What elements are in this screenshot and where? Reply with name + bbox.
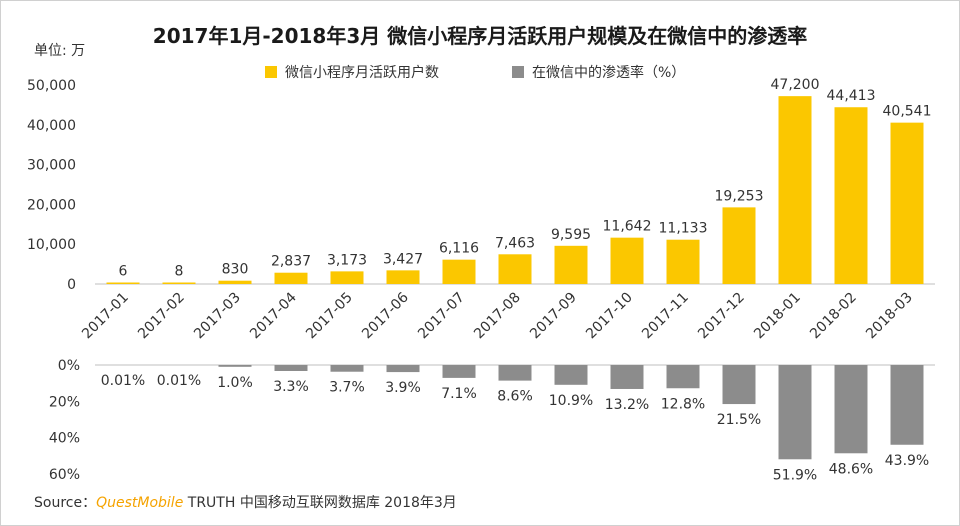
penetration-bar [330, 365, 364, 372]
mau-data-label: 7,463 [495, 235, 535, 251]
mau-bar [330, 271, 364, 284]
x-category-label: 2017-12 [695, 290, 748, 343]
penetration-data-label: 0.01% [157, 373, 201, 389]
x-category-label: 2017-08 [471, 290, 524, 343]
bottom-y-tick-label: 40% [49, 431, 80, 447]
bottom-y-tick-label: 60% [49, 467, 80, 483]
top-y-tick-label: 10,000 [27, 237, 76, 253]
penetration-data-label: 13.2% [605, 397, 649, 413]
x-category-label: 2017-11 [639, 290, 692, 343]
mau-data-label: 9,595 [551, 227, 591, 243]
mau-data-label: 47,200 [771, 77, 820, 93]
mau-bar [498, 254, 532, 284]
x-category-label: 2017-09 [527, 290, 580, 343]
mau-data-label: 11,642 [603, 219, 652, 235]
legend-swatch-mau [265, 66, 277, 78]
x-category-label: 2017-04 [247, 289, 300, 342]
legend: 微信小程序月活跃用户数 在微信中的渗透率（%） [0, 62, 960, 82]
mau-data-label: 3,427 [383, 251, 423, 267]
penetration-data-label: 1.0% [217, 375, 253, 391]
penetration-data-label: 0.01% [101, 373, 145, 389]
penetration-bar [498, 365, 532, 381]
chart-title: 2017年1月-2018年3月 微信小程序月活跃用户规模及在微信中的渗透率 [152, 24, 808, 48]
mau-data-label: 11,133 [659, 221, 708, 237]
penetration-bar [834, 365, 868, 454]
penetration-bar [274, 365, 308, 371]
source-prefix: Source： [34, 495, 97, 511]
penetration-data-label: 3.9% [385, 380, 421, 396]
mau-bar [442, 259, 476, 284]
penetration-bar [554, 365, 588, 385]
mau-data-label: 44,413 [827, 88, 876, 104]
source-note: Source：QuestMobile TRUTH 中国移动互联网数据库 2018… [34, 492, 457, 512]
bottom-y-tick-label: 20% [49, 394, 80, 410]
penetration-data-label: 7.1% [441, 386, 477, 402]
legend-label-mau: 微信小程序月活跃用户数 [285, 65, 439, 81]
mau-bar [106, 282, 140, 284]
mau-bar [554, 245, 588, 284]
penetration-bar [666, 365, 700, 389]
penetration-data-label: 8.6% [497, 389, 533, 405]
unit-label: 单位: 万 [34, 43, 86, 59]
penetration-data-label: 10.9% [549, 393, 593, 409]
mau-data-label: 19,253 [715, 188, 764, 204]
legend-item-penetration: 在微信中的渗透率（%） [512, 62, 685, 82]
x-category-label: 2017-06 [359, 289, 412, 342]
penetration-data-label: 51.9% [773, 467, 817, 483]
x-category-label: 2017-03 [191, 290, 244, 343]
mau-data-label: 6 [119, 264, 128, 280]
x-category-label: 2017-07 [415, 290, 468, 343]
mau-bar [218, 280, 252, 284]
mau-data-label: 2,837 [271, 254, 311, 270]
mau-bar [778, 96, 812, 284]
bottom-y-tick-label: 0% [58, 358, 80, 374]
penetration-bar [890, 365, 924, 445]
top-y-tick-label: 0 [67, 277, 76, 293]
mau-data-label: 3,173 [327, 252, 367, 268]
source-brand: QuestMobile [96, 495, 184, 511]
mau-bar [274, 272, 308, 284]
mau-bar [834, 107, 868, 284]
penetration-bar [778, 365, 812, 460]
top-y-tick-label: 20,000 [27, 197, 76, 213]
penetration-data-label: 3.7% [329, 380, 365, 396]
x-category-label: 2018-02 [807, 290, 860, 343]
top-y-tick-label: 40,000 [27, 118, 76, 134]
top-y-tick-label: 50,000 [27, 78, 76, 94]
top-y-tick-label: 30,000 [27, 158, 76, 174]
mau-data-label: 6,116 [439, 241, 479, 257]
mau-bar [722, 207, 756, 284]
penetration-bar [610, 365, 644, 389]
legend-swatch-penetration [512, 66, 524, 78]
mau-data-label: 8 [175, 264, 184, 280]
x-category-label: 2017-05 [303, 290, 356, 343]
x-category-label: 2018-03 [863, 290, 916, 343]
mau-data-label: 40,541 [883, 104, 932, 120]
mau-bar [666, 239, 700, 284]
mau-bar [386, 270, 420, 284]
legend-item-mau: 微信小程序月活跃用户数 [265, 62, 439, 82]
penetration-data-label: 43.9% [885, 453, 929, 469]
legend-label-penetration: 在微信中的渗透率（%） [532, 65, 686, 81]
penetration-bar [218, 365, 252, 367]
penetration-bar [386, 365, 420, 373]
x-category-label: 2017-10 [583, 290, 636, 343]
mau-bar [610, 237, 644, 284]
penetration-data-label: 12.8% [661, 396, 705, 412]
source-rest: TRUTH 中国移动互联网数据库 2018年3月 [187, 495, 457, 511]
mau-data-label: 830 [222, 262, 249, 278]
x-category-label: 2018-01 [751, 290, 804, 343]
x-category-label: 2017-01 [79, 290, 132, 343]
mau-bar [162, 282, 196, 284]
penetration-bar [442, 365, 476, 378]
x-category-label: 2017-02 [135, 290, 188, 343]
penetration-data-label: 48.6% [829, 461, 873, 477]
mau-bar [890, 122, 924, 284]
penetration-data-label: 21.5% [717, 412, 761, 428]
penetration-data-label: 3.3% [273, 379, 309, 395]
penetration-bar [722, 365, 756, 405]
